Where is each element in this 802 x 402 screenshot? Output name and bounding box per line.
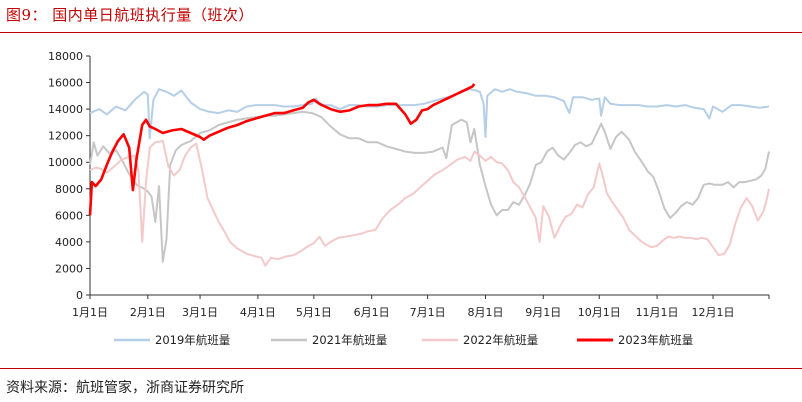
series-line-2 (89, 110, 770, 263)
legend-label: 2019年航班量 (155, 333, 230, 347)
y-tick-label: 12000 (48, 130, 83, 143)
y-tick-label: 18000 (48, 50, 83, 63)
x-tick-label: 9月1日 (525, 306, 561, 319)
x-tick-label: 5月1日 (296, 306, 332, 319)
figure-title: 图9： 国内单日航班执行量（班次） (6, 6, 254, 24)
y-tick-label: 8000 (55, 183, 83, 196)
series-line-3 (89, 140, 770, 267)
y-tick-label: 2000 (55, 262, 83, 275)
x-tick-label: 11月1日 (636, 306, 679, 319)
y-tick-label: 0 (76, 289, 83, 302)
legend-label: 2021年航班量 (312, 333, 387, 347)
series-line-4 (88, 83, 476, 216)
title-divider (0, 32, 802, 33)
source-note: 资料来源：航班管家，浙商证券研究所 (6, 380, 244, 396)
footer-divider (0, 368, 802, 369)
line-chart: 0 2000 4000 6000 8000 10000 12000 14000 16000 180… (48, 50, 770, 347)
y-tick-label: 16000 (48, 77, 83, 90)
y-tick-label: 4000 (55, 236, 83, 249)
y-tick-label: 14000 (48, 103, 83, 116)
chart-axes: 0 2000 4000 6000 8000 10000 12000 14000 16000 180… (48, 50, 770, 319)
x-tick-label: 10月1日 (578, 306, 621, 319)
x-tick-label: 1月1日 (72, 306, 108, 319)
x-tick-label: 4月1日 (240, 306, 276, 319)
legend-label: 2023年航班量 (618, 333, 693, 347)
x-tick-label: 12月1日 (692, 306, 735, 319)
y-tick-label: 10000 (48, 156, 83, 169)
y-tick-label: 6000 (55, 209, 83, 222)
x-tick-label: 2月1日 (130, 306, 166, 319)
x-tick-label: 8月1日 (467, 306, 503, 319)
chart-legend: 2019年航班量 2021年航班量 2022年航班量 2023年航班量 (114, 333, 693, 347)
legend-label: 2022年航班量 (463, 333, 538, 347)
x-tick-label: 7月1日 (410, 306, 446, 319)
x-tick-label: 6月1日 (354, 306, 390, 319)
series-line-1 (89, 88, 770, 140)
series-layer (88, 83, 770, 267)
x-tick-label: 3月1日 (182, 306, 218, 319)
